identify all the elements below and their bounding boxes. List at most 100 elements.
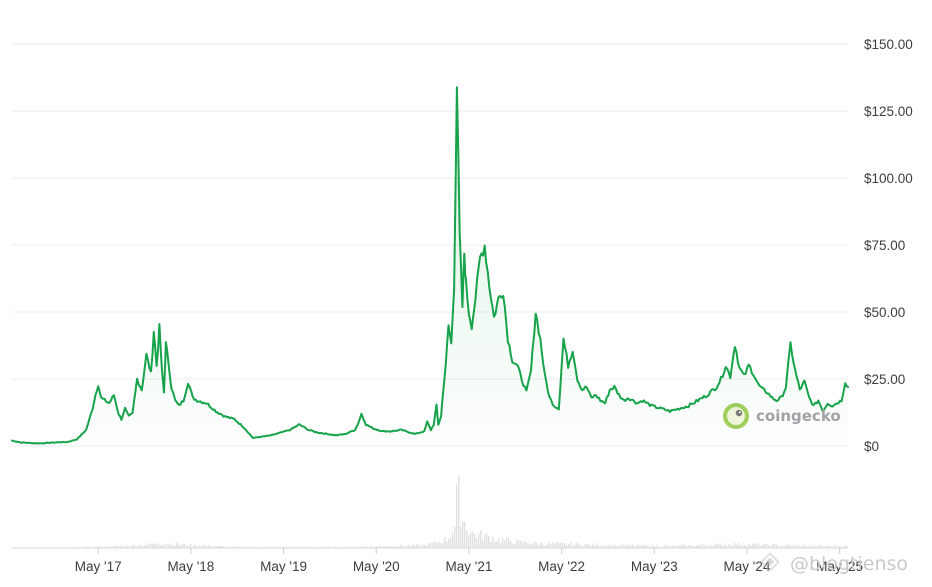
volume-bar	[576, 542, 578, 548]
volume-bar	[608, 545, 610, 548]
volume-bar	[278, 546, 280, 548]
volume-bar	[94, 546, 96, 548]
volume-bar	[200, 546, 202, 548]
volume-bar	[140, 544, 142, 548]
volume-bar	[676, 546, 678, 548]
volume-bar	[382, 546, 384, 548]
volume-bar	[88, 546, 90, 548]
volume-bar	[800, 546, 802, 548]
volume-bar	[432, 542, 434, 548]
volume-bar	[532, 543, 534, 548]
volume-bar	[796, 545, 798, 548]
volume-bar	[558, 542, 560, 548]
volume-bar	[192, 546, 194, 548]
volume-bar	[176, 542, 178, 548]
volume-bar	[606, 546, 608, 548]
volume-bar	[118, 546, 120, 548]
volume-bar	[708, 546, 710, 548]
volume-bar	[748, 543, 750, 548]
x-tick-label: May '25	[816, 559, 863, 574]
volume-bar	[186, 545, 188, 548]
volume-bar	[482, 540, 484, 548]
volume-bar	[148, 543, 150, 548]
volume-bar	[360, 546, 362, 548]
volume-bar	[268, 546, 270, 548]
volume-bar	[208, 545, 210, 548]
volume-bar	[324, 546, 326, 548]
volume-bar	[302, 546, 304, 548]
volume-bar	[422, 544, 424, 548]
volume-bar	[644, 545, 646, 548]
volume-bar	[700, 545, 702, 548]
volume-bar	[648, 546, 650, 548]
volume-bar	[660, 546, 662, 548]
volume-bar	[666, 545, 668, 548]
y-tick-label: $0	[864, 439, 879, 454]
volume-bar	[778, 546, 780, 548]
volume-bars	[60, 475, 848, 548]
volume-bar	[556, 542, 558, 548]
volume-bar	[792, 546, 794, 548]
volume-bar	[110, 546, 112, 548]
volume-bar	[716, 543, 718, 548]
volume-bar	[168, 544, 170, 548]
volume-bar	[174, 545, 176, 548]
volume-bar	[654, 546, 656, 548]
volume-bar	[706, 545, 708, 548]
volume-bar	[266, 546, 268, 548]
volume-bar	[438, 542, 440, 548]
volume-bar	[584, 544, 586, 548]
volume-bar	[616, 546, 618, 548]
volume-bar	[390, 545, 392, 548]
volume-bar	[568, 544, 570, 548]
volume-bar	[188, 546, 190, 548]
volume-bar	[498, 537, 500, 548]
volume-bar	[662, 546, 664, 548]
volume-bar	[472, 531, 474, 548]
y-axis-ticks: $0 $25.00 $50.00 $75.00 $100.00 $125.00 $150.0…	[864, 37, 913, 454]
volume-bar	[494, 541, 496, 548]
volume-bar	[540, 542, 542, 548]
volume-bar	[256, 546, 258, 548]
volume-bar	[824, 546, 826, 548]
price-area-fill	[12, 87, 848, 447]
volume-bar	[732, 545, 734, 548]
x-tick-label: May '19	[260, 559, 307, 574]
volume-bar	[106, 546, 108, 548]
volume-bar	[788, 545, 790, 548]
volume-bar	[484, 534, 486, 548]
diamond-logo-icon	[760, 552, 780, 572]
volume-bar	[818, 545, 820, 548]
volume-bar	[738, 542, 740, 548]
volume-bar	[108, 546, 110, 548]
volume-bar	[794, 545, 796, 548]
volume-bar	[414, 545, 416, 548]
volume-bar	[178, 544, 180, 548]
volume-bar	[656, 545, 658, 548]
volume-bar	[690, 544, 692, 548]
volume-bar	[820, 545, 822, 548]
volume-bar	[132, 544, 134, 548]
volume-bar	[614, 544, 616, 548]
volume-bar	[470, 532, 472, 548]
volume-bar	[124, 546, 126, 548]
volume-bar	[404, 546, 406, 548]
volume-bar	[424, 544, 426, 548]
volume-bar	[218, 545, 220, 548]
volume-bar	[816, 546, 818, 548]
x-tick-label: May '18	[167, 559, 214, 574]
volume-bar	[570, 542, 572, 548]
volume-bar	[294, 546, 296, 548]
price-line-series	[11, 86, 849, 445]
volume-bar	[580, 545, 582, 548]
volume-bar	[468, 535, 470, 548]
volume-bar	[776, 544, 778, 548]
volume-bar	[98, 546, 100, 548]
volume-bar	[478, 533, 480, 548]
volume-bar	[420, 546, 422, 548]
volume-bar	[782, 545, 784, 548]
volume-bar	[112, 545, 114, 548]
volume-bar	[508, 538, 510, 548]
volume-bar	[604, 545, 606, 548]
volume-bar	[290, 546, 292, 548]
